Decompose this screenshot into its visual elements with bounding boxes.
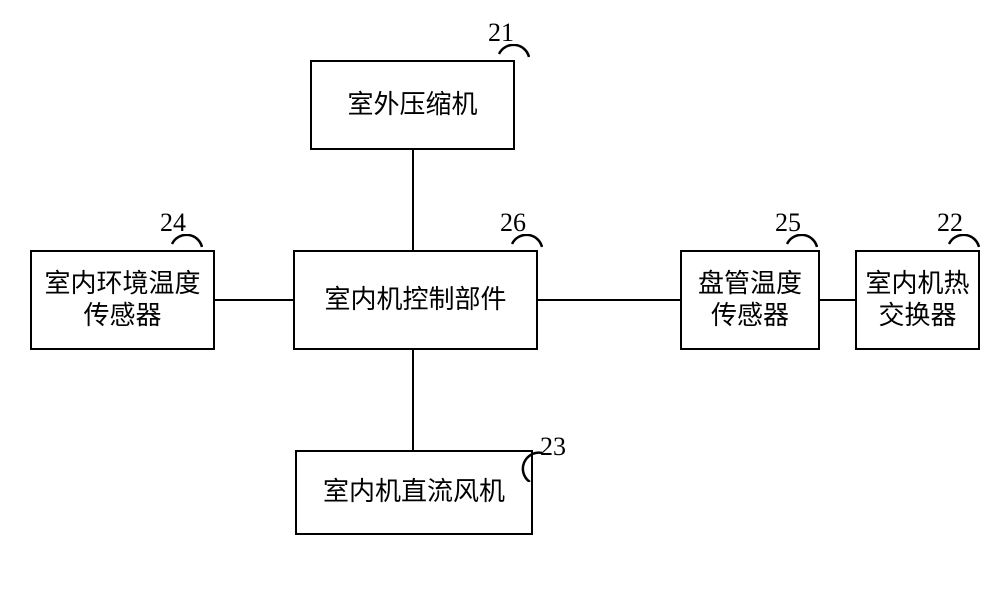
- node-label: 室内机控制部件: [324, 284, 506, 317]
- ref-arc-26: [511, 234, 543, 266]
- ref-arc-25: [786, 234, 818, 266]
- edge-n25-n22: [820, 299, 855, 301]
- node-label: 盘管温度传感器: [686, 268, 814, 333]
- node-label: 室内机热交换器: [861, 268, 974, 333]
- node-outdoor-compressor: 室外压缩机: [310, 60, 515, 150]
- ref-arc-21: [498, 44, 530, 76]
- ref-arc-23: [517, 450, 549, 482]
- node-label: 室内环境温度传感器: [36, 268, 209, 333]
- edge-n24-n26: [215, 299, 293, 301]
- node-label: 室内机直流风机: [323, 476, 505, 509]
- ref-arc-24: [171, 234, 203, 266]
- edge-n26-n25: [538, 299, 680, 301]
- node-indoor-controller: 室内机控制部件: [293, 250, 538, 350]
- ref-arc-22: [948, 234, 980, 266]
- diagram-canvas: 室外压缩机 室内机控制部件 室内环境温度传感器 盘管温度传感器 室内机热交换器 …: [0, 0, 1000, 597]
- node-indoor-dc-fan: 室内机直流风机: [295, 450, 533, 535]
- edge-n21-n26: [412, 150, 414, 250]
- node-label: 室外压缩机: [347, 89, 477, 122]
- edge-n26-n23: [412, 350, 414, 450]
